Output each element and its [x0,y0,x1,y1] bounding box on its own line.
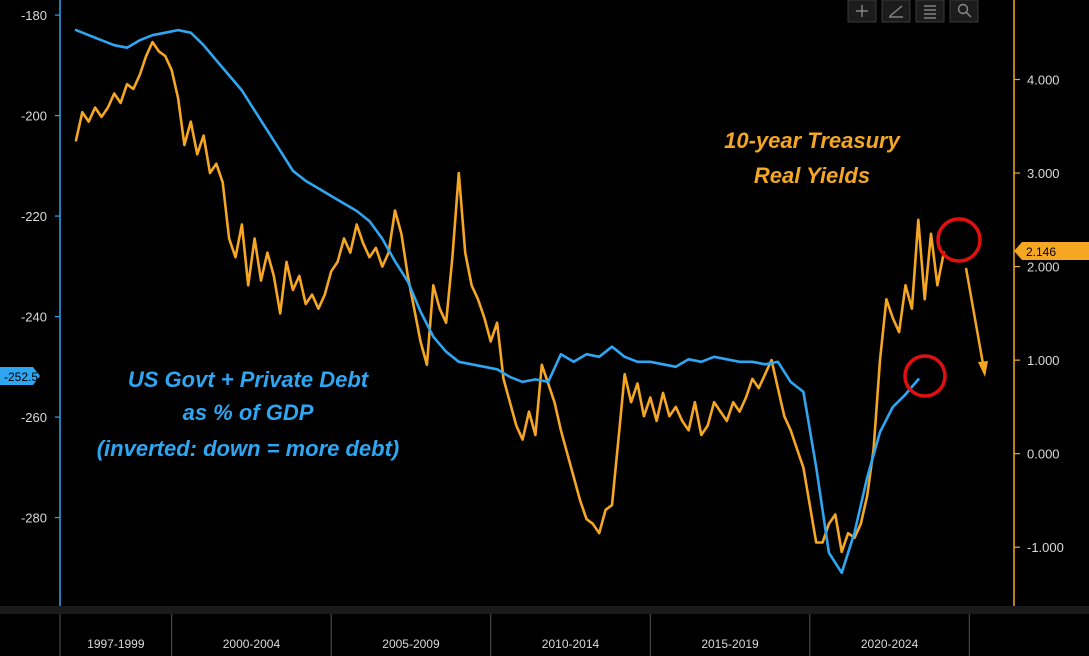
left-last-value-badge: -252.5 [0,367,40,385]
crosshair-icon[interactable] [847,0,877,23]
right-last-value-badge: 2.146 [1014,242,1089,260]
left-last-value-label: -252.5 [4,370,38,384]
orange-series-annotation: 10-year Treasury Real Yields [724,128,901,188]
right-tick-label: 0.000 [1027,447,1060,462]
zoom-icon[interactable] [949,0,979,23]
highlight-circle-debt [903,354,947,398]
chart-toolbar [847,0,979,23]
blue-series-annotation: US Govt + Private Debt as % of GDP (inve… [97,367,400,461]
blue-annotation-line-2: as % of GDP [183,400,314,425]
x-tick-label: 2005-2009 [382,637,440,651]
series-layer [74,28,946,575]
right-axis-ticks: 4.000 3.000 2.000 1.000 0.000 -1.000 [1014,73,1064,555]
right-tick-label: 3.000 [1027,166,1060,181]
highlight-circle-yields [936,217,982,263]
x-tick-label: 2020-2024 [861,637,919,651]
orange-annotation-line-1: 10-year Treasury [724,128,901,153]
x-tick-label: 2000-2004 [223,637,281,651]
right-last-value-label: 2.146 [1026,245,1056,259]
left-axis-ticks: -180 -200 -220 -240 -260 -280 [21,8,60,526]
x-tick-label: 2015-2019 [701,637,759,651]
left-tick-label: -240 [21,310,47,325]
real-yields-series-line [74,40,946,554]
left-tick-label: -180 [21,8,47,23]
down-arrow-icon [964,267,988,377]
left-tick-label: -220 [21,209,47,224]
x-tick-label: 1997-1999 [87,637,145,651]
debt-gdp-series-line [74,28,920,575]
right-tick-label: -1.000 [1027,540,1064,555]
draw-line-icon[interactable] [881,0,911,23]
orange-annotation-line-2: Real Yields [754,163,870,188]
scrollbar-track[interactable] [0,606,1089,614]
left-tick-label: -200 [21,109,47,124]
blue-annotation-line-3: (inverted: down = more debt) [97,436,400,461]
blue-annotation-line-1: US Govt + Private Debt [128,367,370,392]
list-icon[interactable] [915,0,945,23]
right-tick-label: 2.000 [1027,260,1060,275]
right-tick-label: 4.000 [1027,73,1060,88]
x-tick-label: 2010-2014 [542,637,600,651]
x-axis-ticks: 1997-1999 2000-2004 2005-2009 2010-2014 2015… [59,614,970,656]
left-tick-label: -280 [21,511,47,526]
right-tick-label: 1.000 [1027,353,1060,368]
left-tick-label: -260 [21,410,47,425]
